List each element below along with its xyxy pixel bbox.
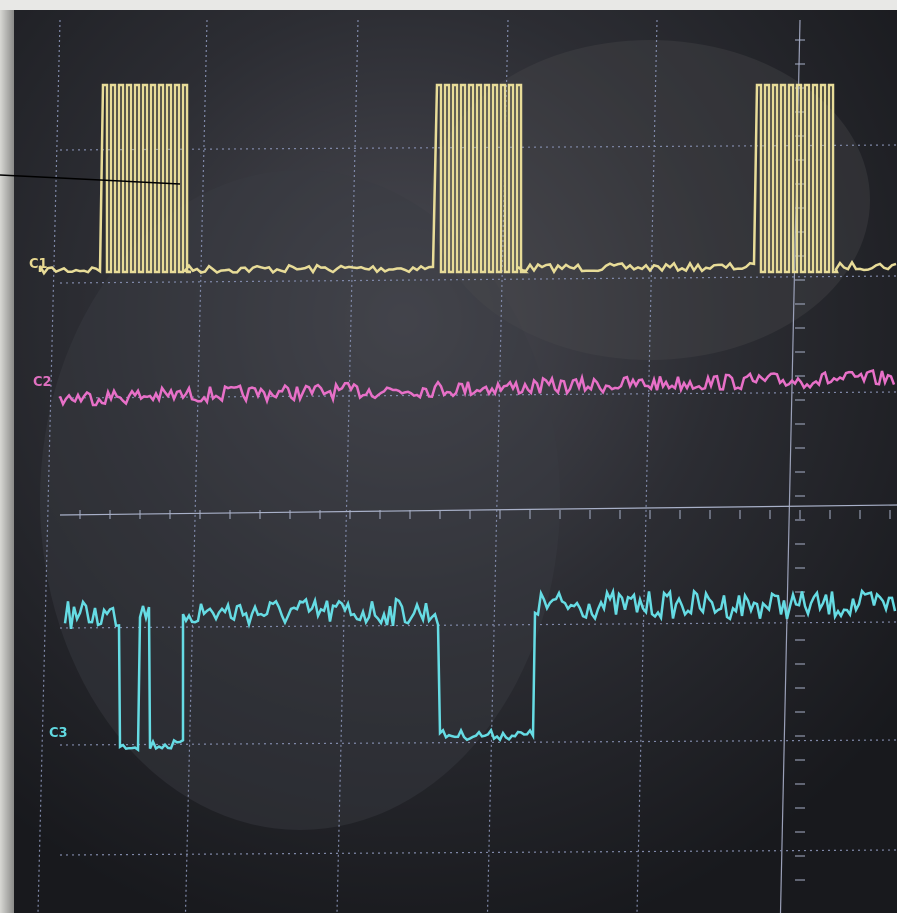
grid-line [636, 19, 658, 913]
traces [38, 83, 897, 753]
channel-label: C2 [33, 375, 52, 390]
grid-line [486, 19, 509, 913]
trace-c3 [63, 587, 897, 753]
grid-line [59, 275, 897, 284]
grid-line [336, 19, 359, 913]
graticule [37, 19, 897, 913]
channel-label: C1 [29, 257, 48, 272]
bezel [0, 0, 14, 913]
grid-line [37, 19, 61, 913]
channel-label: C3 [49, 726, 68, 741]
grid-line [59, 849, 897, 856]
reflection [40, 170, 560, 830]
trace-c2 [58, 368, 896, 408]
trace-c1 [38, 83, 897, 276]
frame-top [0, 0, 897, 10]
grid-line [59, 144, 897, 151]
grid-line [59, 739, 897, 746]
grid-line [184, 19, 208, 913]
grid-line [59, 621, 897, 629]
annotation-pointer [0, 174, 181, 185]
grid-line [59, 391, 897, 399]
